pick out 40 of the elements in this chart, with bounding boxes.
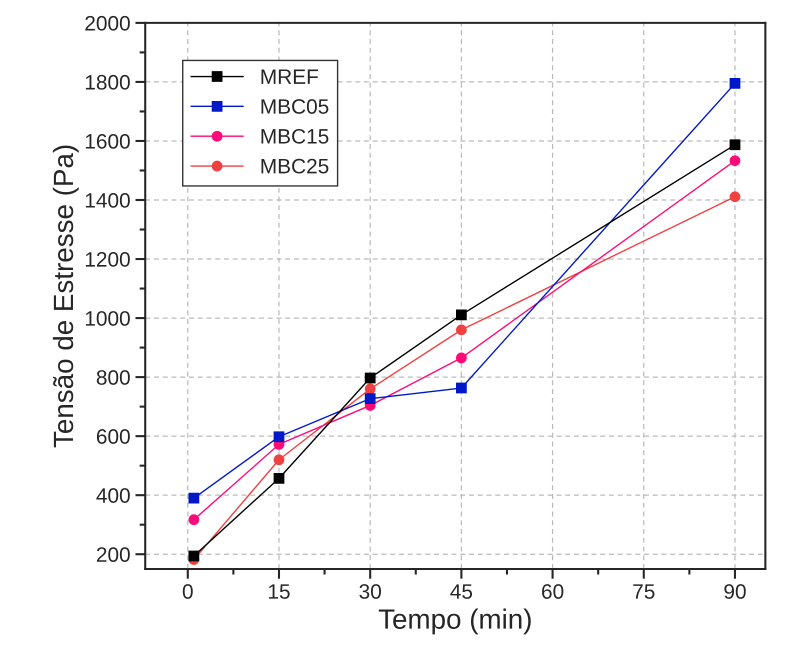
y-tick-label: 2000 [85,16,130,31]
x-tick-label: 60 [542,584,564,599]
y-tick-label: 1400 [86,193,130,208]
point [274,431,284,442]
point [364,372,376,384]
x-tick-label: 0 [182,584,193,599]
legend-label: MREF [262,69,318,84]
x-axis-title: Tempo (min) [378,608,531,634]
point [730,139,740,150]
legend-label: MBC05 [262,99,328,114]
x-tick-label: 45 [450,584,472,599]
point [456,352,467,364]
y-tick-label: 1800 [86,74,130,90]
legend-label: MBC15 [262,128,328,144]
point [188,492,200,504]
point [274,472,284,484]
point [730,78,740,89]
point [364,393,376,404]
point [274,454,284,466]
x-tick-label: 90 [724,584,746,599]
x-tick-label: 75 [633,584,654,599]
point [188,514,200,526]
point [730,155,740,166]
y-tick-label: 200 [96,547,130,562]
point [456,324,467,336]
x-tick-label: 15 [268,584,290,599]
y-tick-label: 400 [96,488,130,503]
y-tick-label: 1200 [86,252,130,267]
point [456,309,467,320]
y-axis-title: Tensão de Estresse (Pa) [52,146,79,448]
y-tick-label: 1600 [86,134,130,149]
x-tick-label: 30 [359,584,381,599]
point [364,384,376,394]
point [188,550,200,562]
y-tick-label: 600 [96,429,130,444]
point [456,382,467,394]
point [730,191,740,202]
legend-label: MBC25 [262,158,328,174]
y-tick-label: 1000 [86,311,130,326]
y-tick-label: 800 [96,370,130,385]
